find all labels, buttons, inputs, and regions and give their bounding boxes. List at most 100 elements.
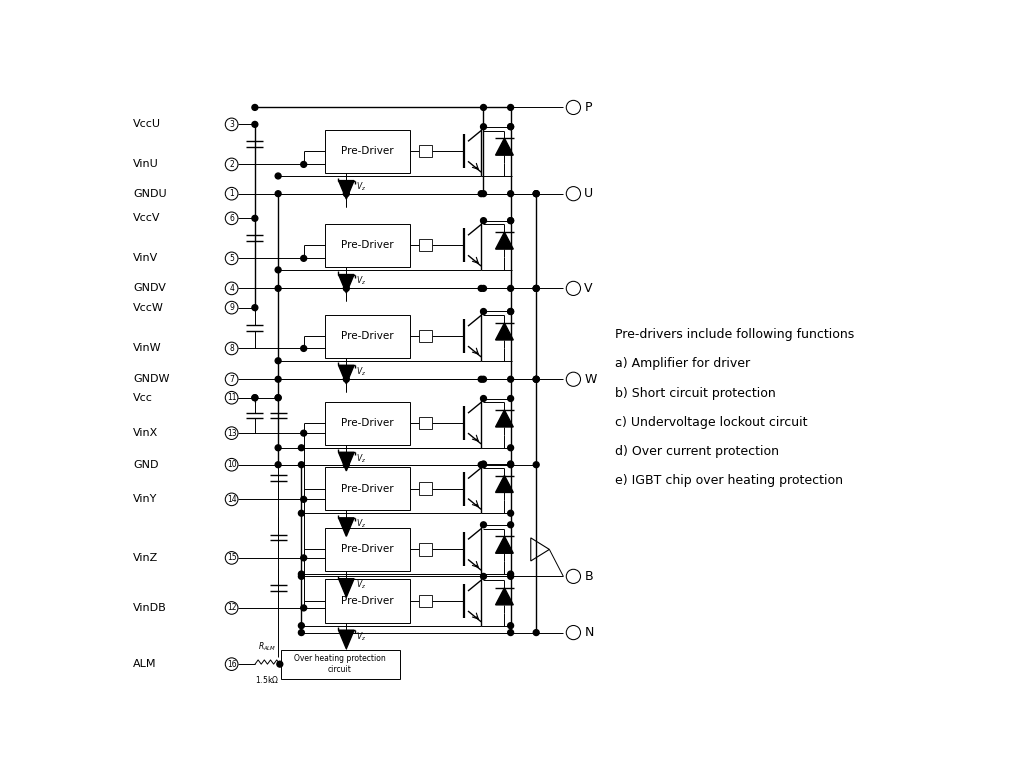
Circle shape: [343, 462, 350, 468]
Text: 7: 7: [230, 375, 234, 384]
Circle shape: [301, 255, 307, 262]
Text: 4: 4: [230, 284, 234, 293]
Bar: [325, 579, 409, 623]
Text: $V_z$: $V_z$: [356, 453, 366, 465]
Text: $R_{ALM}$: $R_{ALM}$: [258, 641, 276, 653]
Circle shape: [343, 285, 350, 291]
Text: VinV: VinV: [133, 253, 158, 263]
Circle shape: [481, 522, 487, 528]
Circle shape: [343, 377, 350, 382]
Circle shape: [508, 462, 513, 468]
Circle shape: [508, 445, 513, 451]
Circle shape: [299, 445, 305, 451]
Text: $V_z$: $V_z$: [356, 275, 366, 287]
Text: VinZ: VinZ: [133, 553, 158, 563]
Text: 12: 12: [227, 604, 237, 612]
Text: GNDU: GNDU: [133, 189, 167, 199]
Text: VccW: VccW: [133, 303, 164, 313]
Circle shape: [275, 445, 281, 451]
Text: P: P: [584, 101, 591, 114]
Text: 1.5k$\Omega$: 1.5k$\Omega$: [255, 674, 279, 685]
Circle shape: [533, 285, 539, 291]
Text: VccV: VccV: [133, 213, 161, 223]
Text: c) Undervoltage lockout circuit: c) Undervoltage lockout circuit: [616, 416, 808, 429]
Text: N: N: [584, 626, 593, 639]
Circle shape: [275, 191, 281, 196]
Circle shape: [508, 630, 513, 636]
Circle shape: [301, 605, 307, 611]
Circle shape: [508, 191, 513, 196]
Circle shape: [252, 104, 258, 110]
Text: VinY: VinY: [133, 495, 157, 505]
Polygon shape: [338, 275, 354, 293]
Text: Pre-Driver: Pre-Driver: [341, 331, 393, 341]
Text: VccU: VccU: [133, 120, 162, 130]
Circle shape: [508, 574, 513, 579]
Circle shape: [508, 123, 513, 130]
Text: $V_z$: $V_z$: [356, 518, 366, 530]
Polygon shape: [338, 453, 354, 471]
Circle shape: [533, 191, 539, 196]
Bar: [325, 224, 409, 267]
Circle shape: [508, 571, 513, 577]
Bar: [325, 130, 409, 173]
Circle shape: [508, 285, 513, 291]
Circle shape: [481, 218, 487, 223]
Circle shape: [481, 123, 487, 130]
Text: $V_z$: $V_z$: [356, 630, 366, 643]
Circle shape: [252, 395, 258, 400]
Circle shape: [481, 461, 487, 467]
Circle shape: [275, 173, 281, 179]
Polygon shape: [338, 578, 354, 597]
Circle shape: [481, 462, 487, 468]
Text: 2: 2: [230, 160, 234, 169]
Text: $V_z$: $V_z$: [356, 578, 366, 591]
Text: 15: 15: [227, 553, 237, 562]
Circle shape: [299, 574, 305, 579]
Circle shape: [508, 623, 513, 629]
Circle shape: [479, 462, 484, 468]
Text: V: V: [584, 282, 592, 295]
Bar: [325, 467, 409, 510]
Circle shape: [508, 396, 513, 401]
Text: Pre-Driver: Pre-Driver: [341, 146, 393, 156]
Circle shape: [275, 395, 281, 400]
Circle shape: [252, 395, 258, 400]
Circle shape: [508, 104, 513, 110]
Circle shape: [508, 123, 513, 130]
Text: Pre-Driver: Pre-Driver: [341, 545, 393, 555]
Text: 10: 10: [227, 460, 237, 469]
Circle shape: [508, 308, 513, 314]
Text: e) IGBT chip over heating protection: e) IGBT chip over heating protection: [616, 475, 843, 487]
Text: GNDW: GNDW: [133, 374, 170, 384]
Polygon shape: [338, 630, 354, 649]
Circle shape: [508, 218, 513, 223]
Circle shape: [481, 285, 487, 291]
Text: circuit: circuit: [328, 665, 352, 674]
Bar: [420, 239, 432, 252]
Circle shape: [479, 377, 484, 382]
Polygon shape: [496, 323, 513, 340]
Circle shape: [481, 308, 487, 314]
Text: GND: GND: [133, 459, 158, 469]
Circle shape: [479, 191, 484, 196]
Bar: [325, 528, 409, 571]
Text: Over heating protection: Over heating protection: [294, 654, 386, 663]
Text: 3: 3: [230, 120, 234, 129]
Polygon shape: [338, 365, 354, 384]
Bar: [325, 402, 409, 445]
Bar: [420, 330, 432, 342]
Bar: [325, 314, 409, 357]
Circle shape: [275, 285, 281, 291]
Circle shape: [508, 461, 513, 467]
Text: GNDV: GNDV: [133, 283, 166, 294]
Text: B: B: [584, 570, 593, 583]
Text: 5: 5: [230, 254, 234, 263]
Circle shape: [301, 162, 307, 167]
Circle shape: [277, 661, 282, 667]
Circle shape: [301, 430, 307, 436]
Bar: [420, 595, 432, 607]
Circle shape: [275, 462, 281, 468]
Circle shape: [299, 630, 305, 636]
Circle shape: [481, 396, 487, 401]
